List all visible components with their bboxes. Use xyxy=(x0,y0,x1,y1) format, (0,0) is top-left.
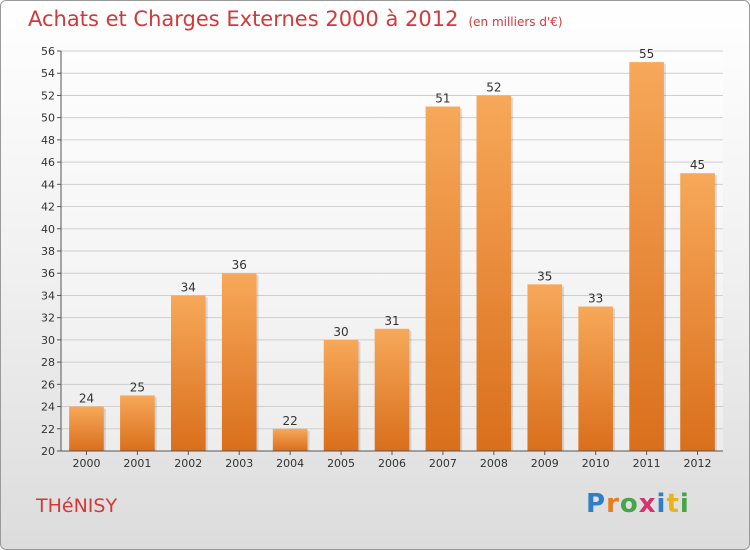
x-tick-label: 2011 xyxy=(633,457,661,470)
x-tick-label: 2007 xyxy=(429,457,457,470)
bars xyxy=(69,62,717,452)
x-axis: 2000 2001 2002 2003 2004 2005 2006 2007 2008 2009… xyxy=(61,450,723,470)
bar xyxy=(323,339,359,451)
y-tick-label: 44 xyxy=(41,178,55,191)
data-label: 51 xyxy=(435,92,450,106)
data-label: 52 xyxy=(486,80,501,94)
data-label: 35 xyxy=(537,269,552,283)
y-tick-label: 20 xyxy=(41,445,55,458)
data-label: 30 xyxy=(333,325,348,339)
x-tick-label: 2008 xyxy=(480,457,508,470)
bar xyxy=(578,306,614,451)
logo-letter: i xyxy=(679,489,690,519)
y-tick-label: 30 xyxy=(41,334,55,347)
y-tick-label: 28 xyxy=(41,356,55,369)
proxiti-logo: Proxiti xyxy=(586,489,690,519)
y-tick-label: 52 xyxy=(41,89,55,102)
y-tick-label: 54 xyxy=(41,67,55,80)
y-tick-label: 32 xyxy=(41,312,55,325)
bar xyxy=(170,295,206,451)
x-tick-label: 2010 xyxy=(582,457,610,470)
bar xyxy=(425,106,461,452)
x-tick-label: 2001 xyxy=(123,457,151,470)
y-tick-label: 42 xyxy=(41,201,55,214)
place-name: THéNISY xyxy=(36,495,118,517)
x-tick-label: 2000 xyxy=(72,457,100,470)
data-label: 24 xyxy=(79,392,94,406)
data-label: 22 xyxy=(283,414,298,428)
data-label: 55 xyxy=(639,47,654,61)
y-tick-label: 24 xyxy=(41,401,55,414)
logo-letter: t xyxy=(666,489,680,519)
bar xyxy=(120,395,155,451)
y-tick-label: 50 xyxy=(41,112,55,125)
bar xyxy=(374,328,410,451)
y-tick-label: 46 xyxy=(41,156,55,169)
logo-letter: r xyxy=(606,489,620,519)
y-tick-label: 38 xyxy=(41,245,55,258)
data-label: 36 xyxy=(232,258,247,272)
data-label: 25 xyxy=(130,380,145,394)
x-tick-label: 2009 xyxy=(531,457,559,470)
x-tick-label: 2006 xyxy=(378,457,406,470)
bar xyxy=(272,428,308,451)
bar xyxy=(527,284,563,451)
bar xyxy=(680,173,715,451)
chart-title: Achats et Charges Externes 2000 à 2012 (e… xyxy=(28,7,563,31)
data-label: 34 xyxy=(181,280,196,294)
x-tick-label: 2004 xyxy=(276,457,304,470)
logo-letter: x xyxy=(638,489,657,519)
bar xyxy=(476,95,512,451)
data-labels: 24 25 34 36 22 30 31 51 52 35 33 55 45 xyxy=(79,47,705,428)
y-tick-label: 56 xyxy=(41,45,55,58)
y-tick-label: 34 xyxy=(41,289,55,302)
x-tick-label: 2002 xyxy=(174,457,202,470)
bar xyxy=(221,273,257,451)
data-label: 45 xyxy=(690,158,705,172)
y-tick-label: 48 xyxy=(41,134,55,147)
chart-subtitle: (en milliers d'€) xyxy=(468,15,563,29)
logo-letter: P xyxy=(586,489,607,519)
bar xyxy=(69,406,104,451)
data-label: 33 xyxy=(588,292,603,306)
x-tick-label: 2003 xyxy=(225,457,253,470)
chart-title-text: Achats et Charges Externes 2000 à 2012 xyxy=(28,7,459,31)
bar xyxy=(629,62,664,451)
data-label: 31 xyxy=(384,314,399,328)
logo-letter: i xyxy=(656,489,667,519)
y-tick-label: 26 xyxy=(41,378,55,391)
y-tick-label: 40 xyxy=(41,223,55,236)
logo-letter: o xyxy=(619,489,639,519)
x-tick-label: 2005 xyxy=(327,457,355,470)
y-tick-label: 22 xyxy=(41,423,55,436)
x-tick-label: 2012 xyxy=(684,457,712,470)
y-axis: 20 22 24 26 28 30 32 34 36 38 40 42 44 46 48 50 52 54 56 xyxy=(41,45,62,458)
y-tick-label: 36 xyxy=(41,267,55,280)
